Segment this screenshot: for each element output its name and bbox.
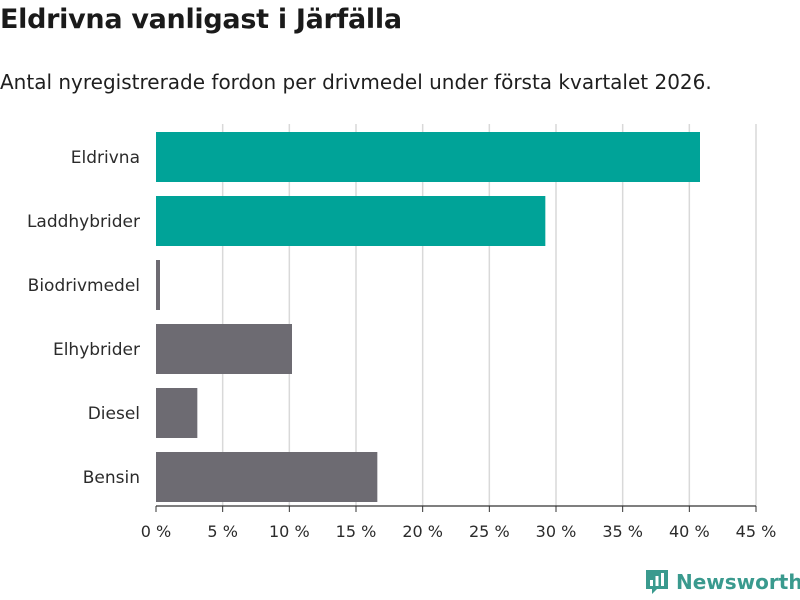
bars — [156, 132, 700, 502]
brand-name: Newsworthy — [676, 570, 800, 594]
x-tick-label: 30 % — [536, 522, 577, 541]
bar-laddhybrider — [156, 196, 546, 246]
x-axis: 0 % 5 % 10 % 15 % 20 % 25 % 30 % 35 % 40 % 45 % — [141, 505, 777, 541]
category-label: Diesel — [88, 404, 140, 424]
category-label: Eldrivna — [71, 148, 140, 168]
x-tick-label: 40 % — [669, 522, 710, 541]
x-tick-label: 15 % — [336, 522, 377, 541]
x-tick-label: 10 % — [269, 522, 310, 541]
x-tick-label: 5 % — [207, 522, 237, 541]
bar-biodrivmedel — [156, 260, 160, 310]
newsworthy-logo-icon — [646, 570, 668, 594]
x-tick-label: 45 % — [736, 522, 777, 541]
category-label: Bensin — [83, 468, 140, 488]
x-tick-label: 0 % — [141, 522, 171, 541]
bar-elhybrider — [156, 324, 292, 374]
brand-logo: Newsworthy — [644, 568, 800, 596]
category-label: Biodrivmedel — [28, 276, 140, 296]
x-tick-label: 35 % — [602, 522, 643, 541]
chart-title: Eldrivna vanligast i Järfälla — [0, 4, 402, 35]
bar-eldrivna — [156, 132, 700, 182]
category-label: Laddhybrider — [27, 212, 140, 232]
bar-diesel — [156, 388, 198, 438]
x-tick-label: 20 % — [402, 522, 443, 541]
chart-subtitle: Antal nyregistrerade fordon per drivmede… — [0, 70, 712, 94]
x-tick-label: 25 % — [469, 522, 510, 541]
gridlines — [221, 124, 757, 506]
category-label: Elhybrider — [53, 340, 140, 360]
bar-bensin — [156, 452, 378, 502]
category-labels: Eldrivna Laddhybrider Biodrivmedel Elhybrid… — [27, 148, 140, 488]
